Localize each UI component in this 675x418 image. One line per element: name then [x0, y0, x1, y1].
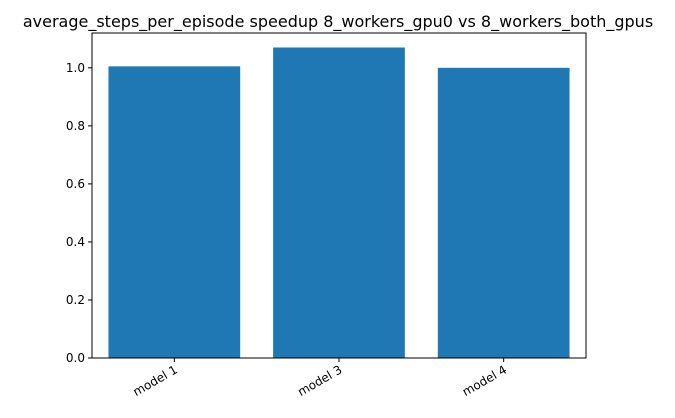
bar-model-1	[108, 66, 241, 359]
chart-title: average_steps_per_episode speedup 8_work…	[23, 12, 653, 32]
bar-model-4	[437, 67, 570, 358]
bars-layer	[108, 47, 570, 359]
y-tick-label: 0.0	[66, 351, 85, 365]
x-tick-label: model 3	[295, 362, 344, 399]
y-tick-label: 0.4	[66, 235, 85, 249]
y-tick-label: 0.8	[66, 119, 85, 133]
x-tick-label: model 4	[460, 362, 509, 399]
x-axis-ticks: model 1 model 3 model 4	[131, 358, 509, 399]
y-tick-label: 0.2	[66, 293, 85, 307]
x-tick-label: model 1	[131, 362, 180, 399]
y-tick-label: 0.6	[66, 177, 85, 191]
y-axis-ticks: 0.0 0.2 0.4 0.6 0.8 1.0	[66, 61, 92, 365]
bar-model-3	[273, 47, 405, 358]
y-tick-label: 1.0	[66, 61, 85, 75]
